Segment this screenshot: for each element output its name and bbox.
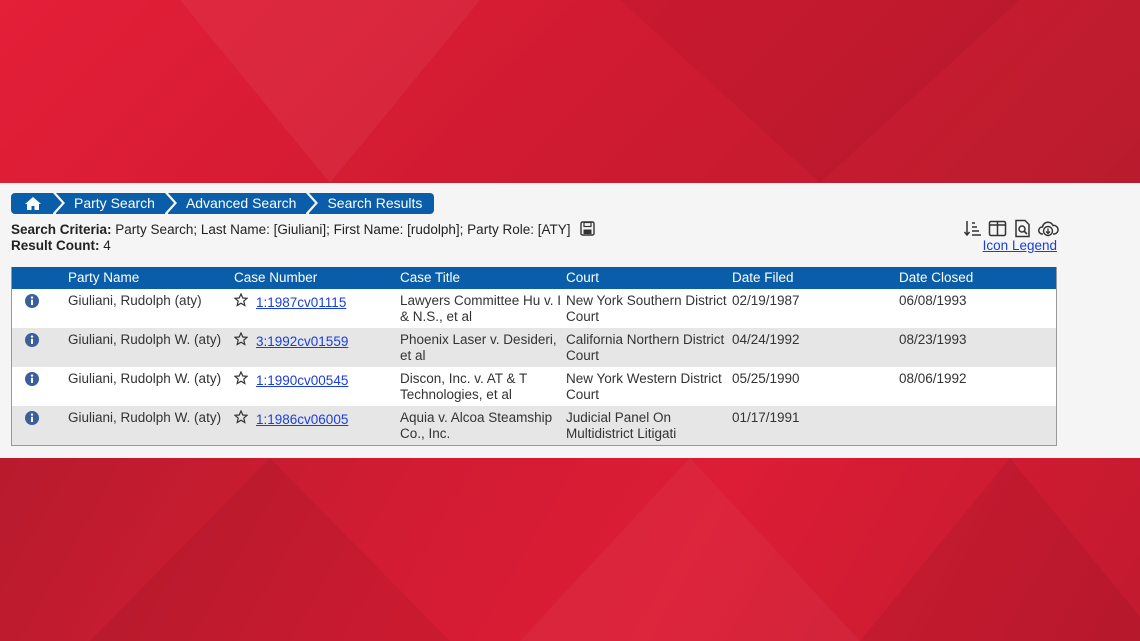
sort-icon[interactable] bbox=[963, 219, 982, 238]
background-top bbox=[0, 0, 1140, 183]
table-row: Giuliani, Rudolph (aty) 1:1987cv01115 La… bbox=[12, 289, 1056, 328]
download-icon[interactable] bbox=[1038, 219, 1059, 238]
breadcrumb: Party Search Advanced Search Search Resu… bbox=[11, 193, 437, 214]
case-number-link[interactable]: 1:1986cv06005 bbox=[256, 412, 349, 427]
party-name: Giuliani, Rudolph W. (aty) bbox=[68, 410, 222, 425]
date-closed bbox=[899, 406, 1056, 445]
search-criteria: Search Criteria: Party Search; Last Name… bbox=[11, 221, 595, 254]
background-shape bbox=[180, 0, 480, 183]
info-icon[interactable] bbox=[25, 333, 39, 347]
info-icon[interactable] bbox=[25, 294, 39, 308]
star-icon[interactable] bbox=[234, 410, 248, 424]
case-title: Discon, Inc. v. AT & T Technologies, et … bbox=[400, 371, 528, 402]
case-number-link[interactable]: 1:1987cv01115 bbox=[256, 295, 347, 310]
case-number-link[interactable]: 1:1990cv00545 bbox=[256, 373, 349, 388]
star-icon[interactable] bbox=[234, 293, 248, 307]
criteria-label: Search Criteria: bbox=[11, 222, 112, 237]
result-count-value: 4 bbox=[99, 238, 111, 253]
party-name: Giuliani, Rudolph (aty) bbox=[68, 293, 202, 308]
court: New York Southern District Court bbox=[566, 293, 727, 324]
breadcrumb-advanced-search[interactable]: Advanced Search bbox=[167, 193, 315, 214]
info-icon[interactable] bbox=[25, 372, 39, 386]
case-title: Phoenix Laser v. Desideri, et al bbox=[400, 332, 557, 363]
party-name: Giuliani, Rudolph W. (aty) bbox=[68, 371, 222, 386]
background-shape bbox=[860, 458, 1140, 641]
icon-legend-link[interactable]: Icon Legend bbox=[982, 238, 1057, 253]
date-closed: 06/08/1993 bbox=[899, 293, 967, 308]
table-row: Giuliani, Rudolph W. (aty) 1:1986cv06005… bbox=[12, 406, 1056, 445]
date-filed: 01/17/1991 bbox=[732, 410, 800, 425]
star-icon[interactable] bbox=[234, 371, 248, 385]
background-shape bbox=[90, 458, 450, 641]
toolbar bbox=[963, 219, 1059, 238]
header-date-closed[interactable]: Date Closed bbox=[899, 270, 974, 285]
case-title: Lawyers Committee Hu v. I & N.S., et al bbox=[400, 293, 562, 324]
date-closed: 08/06/1992 bbox=[899, 371, 967, 386]
background-bottom bbox=[0, 458, 1140, 641]
header-court[interactable]: Court bbox=[566, 270, 600, 285]
home-icon bbox=[25, 197, 41, 210]
case-number-link[interactable]: 3:1992cv01559 bbox=[256, 334, 349, 349]
background-shape bbox=[520, 458, 860, 641]
date-filed: 04/24/1992 bbox=[732, 332, 800, 347]
court: Judicial Panel On Multidistrict Litigati bbox=[566, 410, 677, 441]
case-title: Aquia v. Alcoa Steamship Co., Inc. bbox=[400, 410, 553, 441]
star-icon[interactable] bbox=[234, 332, 248, 346]
table-row: Giuliani, Rudolph W. (aty) 1:1990cv00545… bbox=[12, 367, 1056, 406]
criteria-value: Party Search; Last Name: [Giuliani]; Fir… bbox=[111, 222, 571, 237]
court: California Northern District Court bbox=[566, 332, 725, 363]
results-table: Party Name Case Number Case Title Court … bbox=[11, 267, 1057, 446]
party-name: Giuliani, Rudolph W. (aty) bbox=[68, 332, 222, 347]
header-case-number[interactable]: Case Number bbox=[234, 270, 318, 285]
header-date-filed[interactable]: Date Filed bbox=[732, 270, 794, 285]
save-icon[interactable] bbox=[580, 221, 595, 236]
date-closed: 08/23/1993 bbox=[899, 332, 967, 347]
date-filed: 05/25/1990 bbox=[732, 371, 800, 386]
result-count-label: Result Count: bbox=[11, 238, 100, 253]
date-filed: 02/19/1987 bbox=[732, 293, 800, 308]
breadcrumb-home[interactable] bbox=[11, 193, 62, 214]
search-results-panel: Party Search Advanced Search Search Resu… bbox=[0, 183, 1140, 458]
background-shape bbox=[620, 0, 1020, 183]
table-row: Giuliani, Rudolph W. (aty) 3:1992cv01559… bbox=[12, 328, 1056, 367]
breadcrumb-search-results[interactable]: Search Results bbox=[309, 193, 435, 214]
header-case-title[interactable]: Case Title bbox=[400, 270, 461, 285]
info-icon[interactable] bbox=[25, 411, 39, 425]
table-header: Party Name Case Number Case Title Court … bbox=[12, 267, 1056, 289]
preview-icon[interactable] bbox=[1013, 219, 1032, 238]
court: New York Western District Court bbox=[566, 371, 722, 402]
breadcrumb-party-search[interactable]: Party Search bbox=[56, 193, 174, 214]
columns-icon[interactable] bbox=[988, 219, 1007, 238]
header-party-name[interactable]: Party Name bbox=[68, 270, 140, 285]
